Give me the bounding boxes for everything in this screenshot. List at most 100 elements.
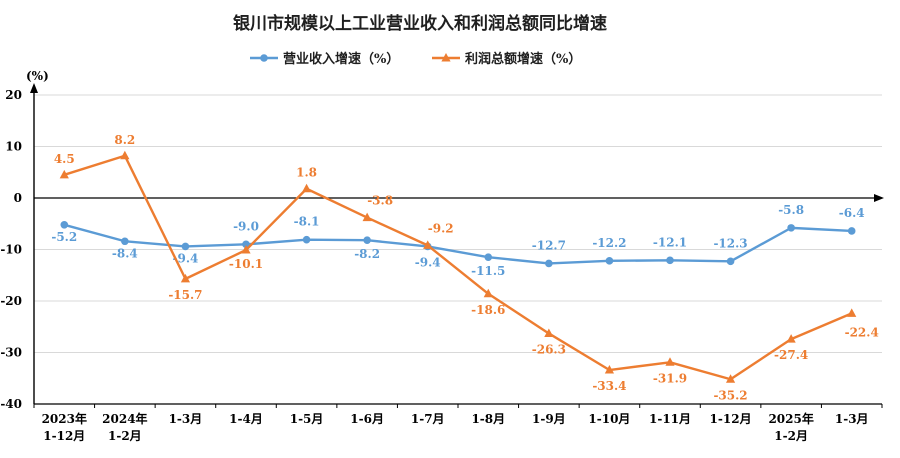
- y-tick-label: 10: [5, 140, 22, 154]
- data-point: [725, 374, 736, 383]
- data-label: -12.1: [653, 235, 687, 249]
- x-tick-label: 1-10月: [588, 412, 630, 426]
- series-line: [63, 154, 853, 381]
- series-line: [63, 223, 852, 265]
- x-tick-label: 1-3月: [835, 412, 869, 426]
- data-point: [847, 227, 856, 235]
- data-point: [301, 183, 312, 193]
- x-tick-label-line: 1-3月: [835, 412, 869, 426]
- data-point: [786, 334, 796, 343]
- data-label: -12.3: [713, 236, 747, 250]
- x-tick-label-line: 2023年: [42, 411, 87, 426]
- data-label: -27.4: [774, 348, 808, 362]
- gridlines: [34, 94, 882, 353]
- x-tick-label: 1-8月: [471, 412, 505, 426]
- x-tick-label-line: 2024年: [102, 411, 147, 426]
- x-tick-label-line: 1-5月: [290, 412, 324, 426]
- data-label: 8.2: [114, 133, 135, 147]
- legend-item: 营业收入增速（%）: [250, 51, 399, 67]
- data-label: -8.2: [354, 247, 380, 261]
- x-tick-label: 1-11月: [649, 412, 691, 426]
- x-tick-label-line: 1-9月: [532, 412, 566, 426]
- data-label: -33.4: [592, 379, 626, 393]
- x-tick-label: 1-7月: [411, 412, 445, 426]
- data-label: -8.4: [112, 246, 138, 260]
- data-label: -15.7: [168, 288, 202, 302]
- x-tick-label-line: 1-11月: [649, 412, 691, 426]
- data-point: [787, 224, 795, 232]
- x-tick-label: 2023年 1-12月: [42, 411, 87, 443]
- data-label: -5.2: [51, 230, 77, 244]
- series-1: -5.2 -8.4 -9.4 -9.0 -8.1 -8.2 -9.4 -11.5 -12.7 -1…: [51, 203, 864, 278]
- data-point: [363, 236, 371, 245]
- data-point: [302, 235, 311, 244]
- data-point: [181, 242, 190, 251]
- data-point: [847, 308, 857, 317]
- y-tick-label: 0: [14, 191, 22, 205]
- data-point: [666, 256, 674, 265]
- x-tick-label: 2024年 1-2月: [102, 411, 147, 443]
- data-label: 1.8: [296, 166, 317, 180]
- x-tick-label: 1-3月: [169, 412, 203, 426]
- legend-label: 利润总额增速（%）: [465, 51, 581, 67]
- data-point: [605, 257, 614, 265]
- y-tick-label: -10: [0, 243, 22, 257]
- data-label: -22.4: [845, 325, 879, 339]
- x-tick-label-line: 1-7月: [411, 412, 445, 426]
- legend: 营业收入增速（%） 利润总额增速（%）: [250, 51, 581, 67]
- series-2: 4.5 8.2 -15.7 -10.1 1.8 -3.8 -9.2 -18.6 -26.3 -33…: [54, 133, 879, 403]
- data-point: [545, 259, 553, 268]
- x-tick-label: 1-5月: [290, 412, 324, 426]
- data-point: [604, 365, 615, 374]
- x-tick-label-line: 1-2月: [108, 429, 142, 443]
- data-label: -35.2: [713, 388, 747, 402]
- x-tick-labels: 2023年 1-12月 2024年 1-2月 1-3月 1-4月 1-5月 1-6月 1-7月 1…: [42, 411, 869, 443]
- data-label: -9.4: [415, 255, 441, 269]
- legend-marker: [260, 54, 268, 62]
- x-tick-label: 1-6月: [350, 412, 384, 426]
- data-label: -5.8: [778, 203, 804, 217]
- data-label: -11.5: [471, 264, 505, 278]
- data-label: -9.4: [172, 251, 198, 265]
- x-tick-label-line: 1-3月: [169, 412, 203, 426]
- data-label: -26.3: [532, 342, 566, 356]
- data-point: [665, 357, 675, 366]
- y-tick-labels: 20 10 0 -10 -20 -30 -40: [0, 88, 22, 411]
- data-label: -9.0: [233, 219, 259, 233]
- data-point: [726, 257, 735, 266]
- data-point: [484, 253, 493, 262]
- data-point: [242, 240, 250, 249]
- x-tick-label-line: 1-12月: [43, 429, 85, 443]
- data-label: -3.8: [367, 194, 393, 208]
- x-tick-label-line: 1-10月: [588, 412, 630, 426]
- x-tick-label: 1-4月: [229, 412, 263, 426]
- data-point: [59, 169, 69, 179]
- data-point: [483, 288, 493, 298]
- data-label: 4.5: [54, 152, 75, 166]
- x-tick-label: 1-12月: [710, 412, 752, 426]
- data-point: [121, 237, 129, 246]
- data-label: -9.2: [428, 221, 454, 235]
- data-label: -12.7: [532, 238, 566, 252]
- x-axis-arrow: [874, 194, 884, 202]
- data-point: [544, 328, 554, 337]
- x-tick-label-line: 2025年: [768, 411, 813, 426]
- x-tick-label-line: 1-12月: [710, 412, 752, 426]
- x-tick-label-line: 1-2月: [774, 429, 808, 443]
- x-tick-label-line: 1-6月: [350, 412, 384, 426]
- data-label: -31.9: [653, 371, 687, 385]
- y-axis-arrow: [30, 83, 38, 93]
- x-tick-label-line: 1-8月: [471, 412, 505, 426]
- legend-item: 利润总额增速（%）: [432, 51, 581, 67]
- data-label: -6.4: [839, 206, 865, 220]
- data-point: [362, 212, 372, 222]
- x-tick-label-line: 1-4月: [229, 412, 263, 426]
- y-axis-unit: (%): [26, 69, 49, 83]
- y-tick-label: -40: [0, 397, 22, 411]
- series-layer: -5.2 -8.4 -9.4 -9.0 -8.1 -8.2 -9.4 -11.5 -12.7 -1…: [51, 133, 878, 403]
- x-tick-label: 1-9月: [532, 412, 566, 426]
- chart-title: 银川市规模以上工业营业收入和利润总额同比增速: [233, 13, 607, 34]
- data-point: [120, 150, 130, 160]
- data-label: -8.1: [294, 215, 320, 229]
